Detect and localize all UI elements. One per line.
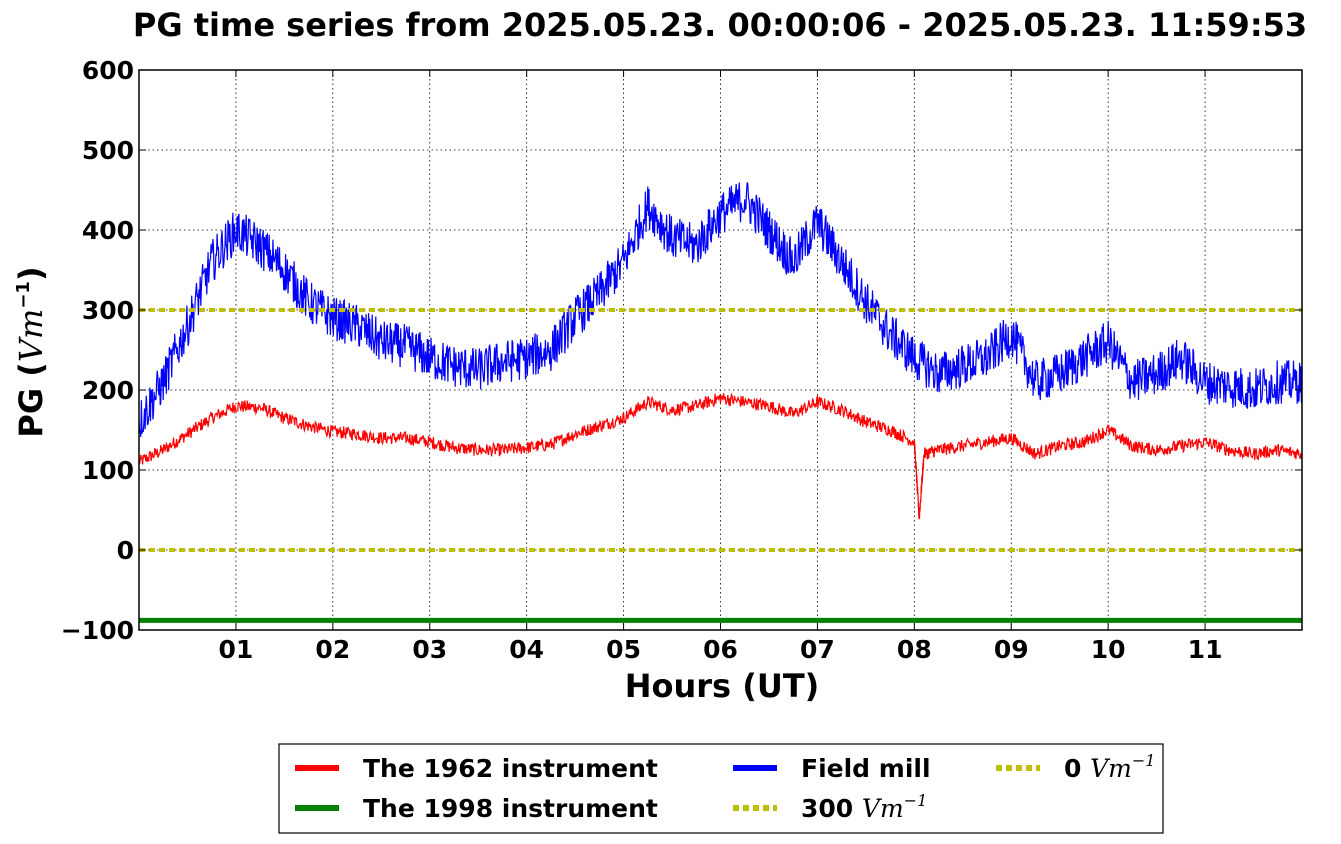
legend: The 1962 instrument Field mill 0 Vm−1 The 1… (278, 743, 1164, 834)
x-axis-ticks: 01 02 03 04 05 06 07 08 09 10 11 (219, 70, 1223, 664)
x-tick-label: 06 (703, 635, 738, 664)
x-tick-label: 05 (606, 635, 641, 664)
y-tick-label: 300 (82, 296, 134, 325)
legend-label: 0 Vm−1 (1064, 751, 1155, 783)
series-line (138, 392, 1303, 520)
y-axis-label-exponent: −1 (13, 281, 34, 309)
series-layer (138, 182, 1303, 623)
y-tick-label: 200 (82, 376, 134, 405)
y-axis-label-prefix: PG ( (12, 362, 50, 437)
y-axis-label-suffix: ) (12, 266, 50, 281)
legend-items: The 1962 instrument Field mill 0 Vm−1 The 1… (295, 751, 1155, 823)
x-tick-label: 01 (219, 635, 254, 664)
legend-label: 300 Vm−1 (801, 791, 927, 823)
y-tick-label: −100 (61, 616, 134, 645)
x-tick-label: 04 (509, 635, 544, 664)
y-axis-label-unit: Vm (12, 309, 50, 362)
y-tick-label: 100 (82, 456, 134, 485)
chart-title: PG time series from 2025.05.23. 00:00:06… (133, 6, 1307, 44)
x-tick-label: 08 (897, 635, 932, 664)
legend-label: The 1962 instrument (363, 754, 658, 783)
x-tick-label: 02 (315, 635, 350, 664)
x-tick-label: 09 (994, 635, 1029, 664)
y-axis-ticks: −100 0 100 200 300 400 500 600 (61, 56, 1302, 645)
y-tick-label: 400 (82, 216, 134, 245)
legend-frame (278, 743, 1164, 834)
x-tick-label: 03 (412, 635, 447, 664)
x-tick-label: 10 (1091, 635, 1126, 664)
legend-label: Field mill (801, 754, 931, 783)
y-tick-label: 0 (117, 536, 134, 565)
x-axis-label: Hours (UT) (625, 667, 820, 705)
grid-lines (139, 69, 1302, 631)
x-tick-label: 07 (800, 635, 835, 664)
legend-label: The 1998 instrument (363, 794, 658, 823)
y-axis-label: PG (Vm−1) (12, 266, 50, 437)
y-tick-label: 500 (82, 136, 134, 165)
series-line (138, 182, 1303, 438)
x-tick-label: 11 (1188, 635, 1223, 664)
y-tick-label: 600 (82, 56, 134, 85)
